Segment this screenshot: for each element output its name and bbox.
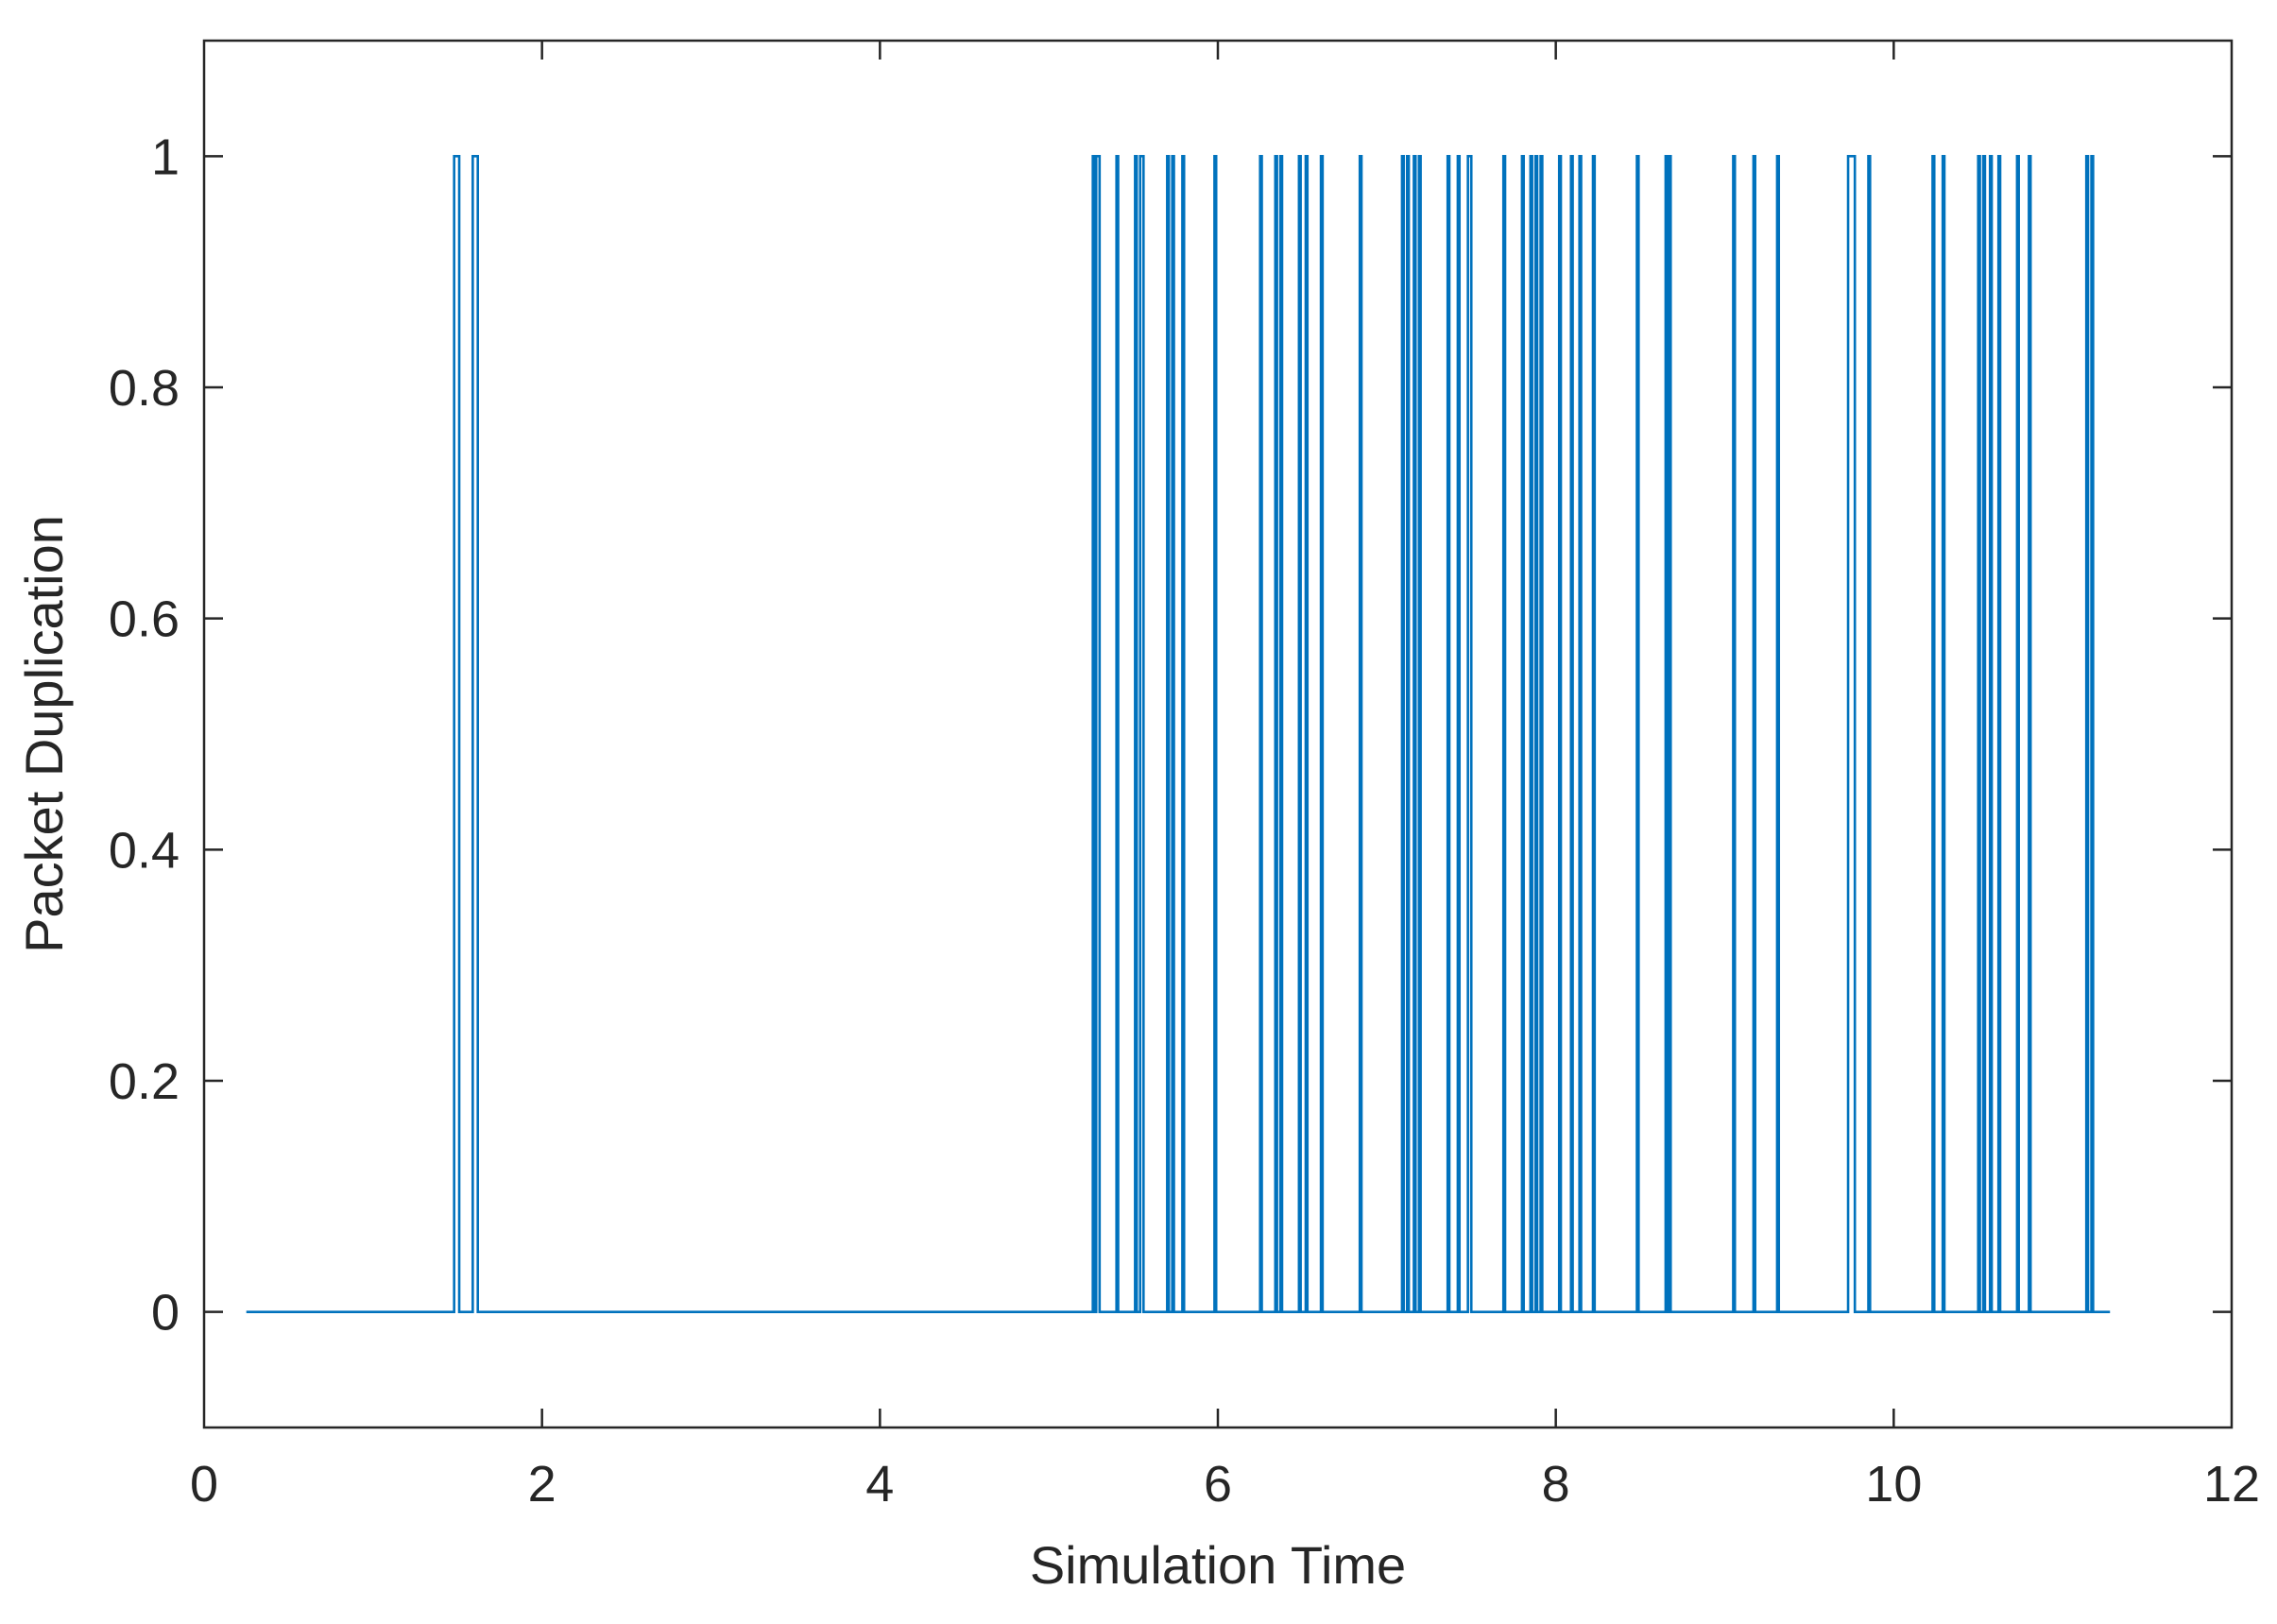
x-tick-label: 8 <box>1542 1456 1570 1513</box>
x-tick-label: 4 <box>865 1456 894 1513</box>
y-tick-label: 0.2 <box>109 1053 180 1110</box>
x-tick-label: 6 <box>1204 1456 1232 1513</box>
x-tick-label: 10 <box>1865 1456 1922 1513</box>
y-tick-label: 0 <box>151 1285 180 1342</box>
plot-area <box>204 41 2232 1427</box>
x-tick-label: 0 <box>190 1456 218 1513</box>
y-tick-label: 0.8 <box>109 360 180 417</box>
y-axis-label: Packet Duplication <box>14 515 74 953</box>
x-tick-label: 12 <box>2203 1456 2260 1513</box>
y-tick-label: 1 <box>151 128 180 185</box>
x-axis-label: Simulation Time <box>1030 1535 1406 1595</box>
ticks-layer: 0 2 4 6 8 10 12 0 0.2 0.4 0.6 0.8 1 <box>109 41 2260 1513</box>
y-tick-label: 0.6 <box>109 591 180 648</box>
plot-box <box>202 39 2234 1429</box>
series-line <box>246 155 2111 1313</box>
y-tick-label: 0.4 <box>109 822 180 879</box>
series-layer <box>246 155 2111 1313</box>
x-tick-label: 2 <box>528 1456 556 1513</box>
